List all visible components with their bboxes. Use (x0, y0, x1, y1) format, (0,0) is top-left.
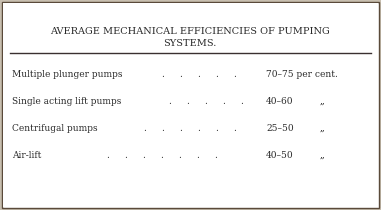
Text: .: . (144, 124, 146, 133)
Text: .: . (160, 151, 163, 160)
Text: .: . (168, 97, 171, 106)
Text: .: . (107, 151, 109, 160)
Text: .: . (179, 70, 182, 79)
Text: ,,: ,, (320, 97, 326, 106)
Text: .: . (234, 124, 237, 133)
Text: 25–50: 25–50 (266, 124, 294, 133)
Text: .: . (142, 151, 146, 160)
Text: 40–50: 40–50 (266, 151, 294, 160)
Text: Single acting lift pumps: Single acting lift pumps (12, 97, 122, 106)
Text: SYSTEMS.: SYSTEMS. (163, 39, 217, 48)
Text: Multiple plunger pumps: Multiple plunger pumps (12, 70, 123, 79)
Text: .: . (216, 124, 218, 133)
Text: .: . (162, 70, 165, 79)
Text: .: . (125, 151, 127, 160)
Text: .: . (234, 70, 237, 79)
Text: 40–60: 40–60 (266, 97, 293, 106)
Text: .: . (198, 124, 200, 133)
Text: .: . (197, 151, 199, 160)
Text: ,,: ,, (320, 124, 326, 133)
Text: 70–75 per cent.: 70–75 per cent. (266, 70, 338, 79)
Text: ,,: ,, (320, 151, 326, 160)
Text: Centrifugal pumps: Centrifugal pumps (12, 124, 98, 133)
Text: .: . (240, 97, 243, 106)
Text: .: . (205, 97, 207, 106)
Text: AVERAGE MECHANICAL EFFICIENCIES OF PUMPING: AVERAGE MECHANICAL EFFICIENCIES OF PUMPI… (50, 27, 330, 36)
Text: .: . (216, 70, 218, 79)
Text: .: . (198, 70, 200, 79)
Text: .: . (223, 97, 226, 106)
Text: Air-lift: Air-lift (12, 151, 42, 160)
Text: .: . (162, 124, 165, 133)
Text: .: . (215, 151, 218, 160)
Text: .: . (179, 124, 182, 133)
Text: .: . (187, 97, 189, 106)
Text: .: . (179, 151, 181, 160)
